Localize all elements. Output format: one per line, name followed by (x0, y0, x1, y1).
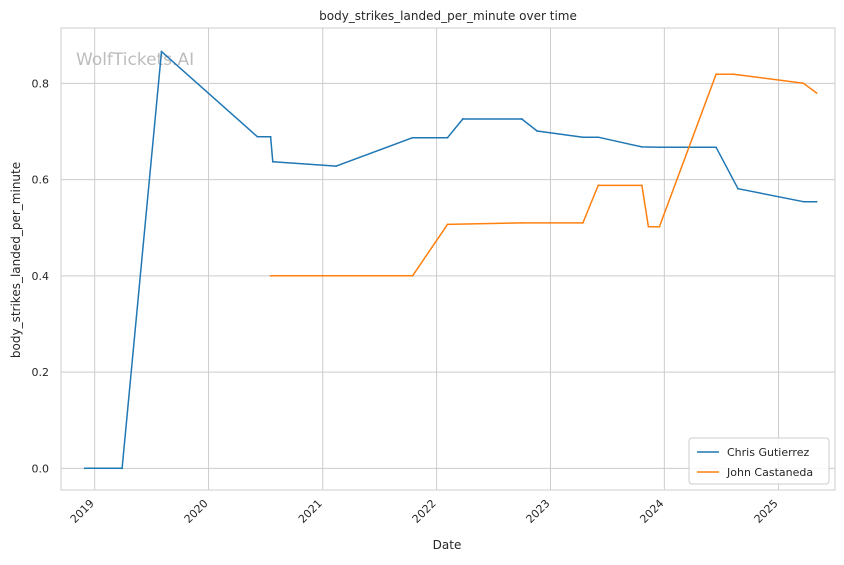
data-point (461, 118, 464, 120)
x-tick-label: 2020 (182, 497, 211, 526)
data-point (802, 82, 805, 85)
series-line-0 (84, 50, 817, 470)
data-point (658, 225, 661, 228)
grid (61, 28, 835, 490)
y-tick-label: 0.2 (32, 366, 50, 379)
data-point (597, 184, 600, 187)
data-point (732, 73, 735, 76)
data-point (256, 135, 259, 138)
data-point (83, 467, 86, 470)
data-point (802, 200, 805, 203)
data-point (582, 136, 584, 139)
data-point (411, 136, 414, 139)
data-point (647, 225, 650, 228)
y-axis-title: body_strikes_landed_per_minute (9, 162, 23, 358)
data-point (269, 274, 272, 277)
data-point (335, 165, 338, 168)
x-tick-label: 2019 (68, 497, 97, 526)
x-axis-title: Date (433, 538, 462, 552)
data-point (121, 467, 124, 470)
data-point (715, 146, 718, 149)
data-point (411, 274, 414, 277)
data-point (446, 223, 449, 226)
y-tick-label: 0.4 (32, 270, 50, 283)
x-tick-label: 2024 (637, 497, 666, 526)
legend: Chris Gutierrez John Castaneda (688, 437, 830, 485)
chart-title: body_strikes_landed_per_minute over time (319, 9, 577, 23)
data-point (815, 92, 818, 94)
data-point (271, 160, 274, 163)
data-point (520, 222, 523, 224)
x-tick-label: 2021 (296, 497, 325, 526)
legend-box (688, 437, 830, 485)
data-point (582, 222, 584, 224)
data-point (160, 50, 163, 53)
data-point (269, 135, 272, 138)
data-point (658, 146, 661, 149)
watermark: WolfTickets.AI (76, 50, 194, 70)
x-tick-label: 2025 (752, 497, 781, 526)
x-tick-label: 2022 (410, 497, 439, 526)
y-tick-label: 0.6 (32, 174, 50, 187)
data-point (640, 145, 643, 148)
data-point (446, 136, 449, 139)
data-point (640, 184, 643, 187)
x-tick-label: 2023 (524, 497, 553, 526)
series (83, 50, 818, 470)
data-point (536, 130, 538, 132)
data-point (737, 187, 739, 190)
y-tick-label: 0.0 (32, 462, 50, 475)
data-point (715, 73, 718, 76)
y-tick-label: 0.8 (32, 77, 50, 90)
plot-frame (60, 27, 836, 491)
legend-label: John Castaneda (726, 466, 813, 479)
data-point (597, 136, 600, 139)
data-point (520, 118, 523, 120)
data-point (815, 200, 818, 203)
legend-label: Chris Gutierrez (727, 446, 809, 459)
series-line-1 (270, 73, 818, 277)
